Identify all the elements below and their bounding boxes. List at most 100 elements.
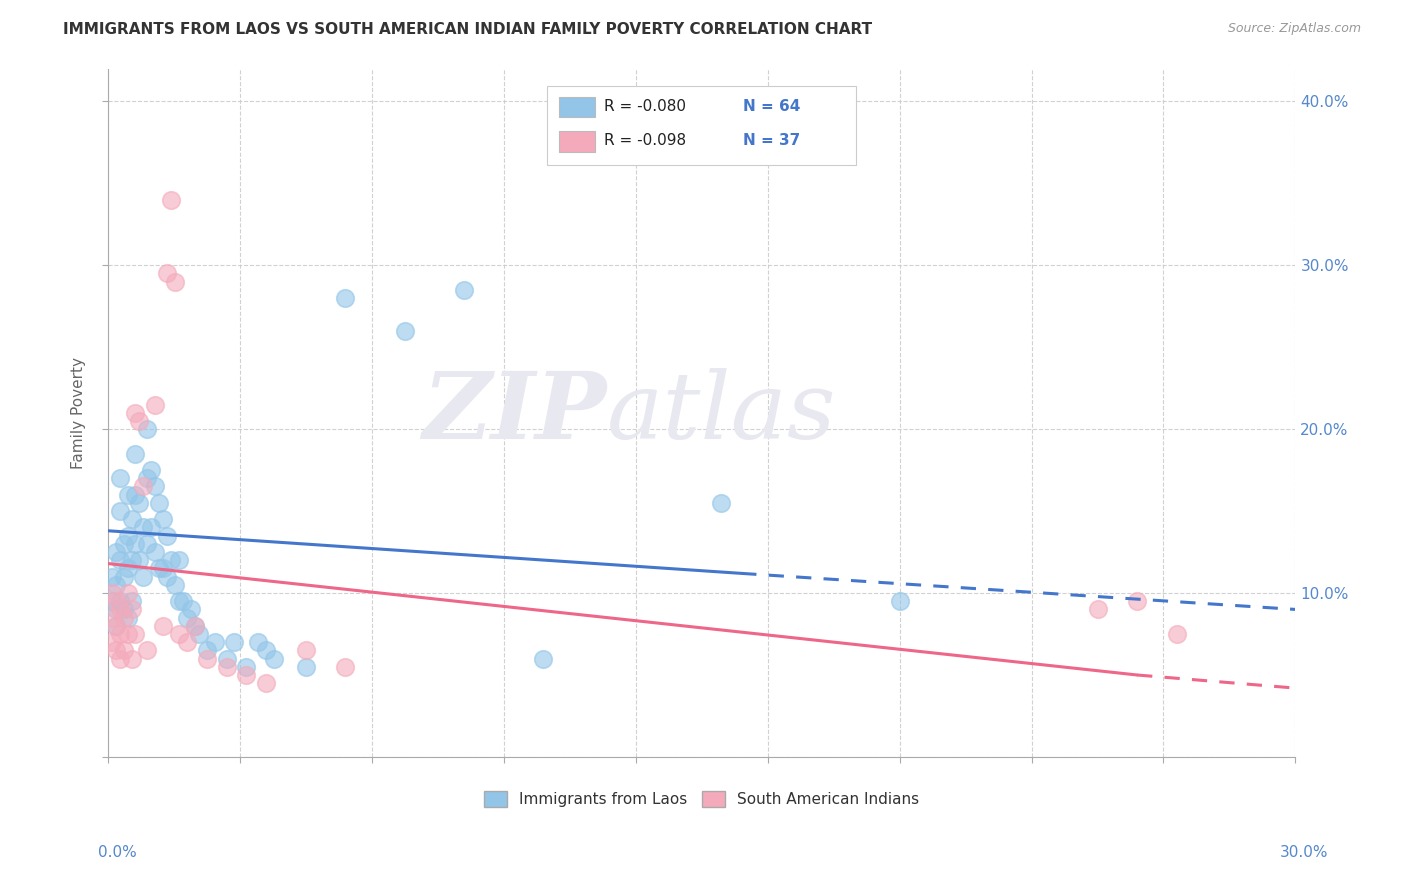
Point (235, 660, 257, 674)
Text: atlas: atlas (606, 368, 837, 458)
Legend: Immigrants from Laos, South American Indians: Immigrants from Laos, South American Ind… (477, 783, 927, 814)
Point (148, 496, 170, 510)
Point (124, 488, 146, 502)
Point (100, 594, 122, 608)
Point (108, 627, 131, 641)
Point (235, 668, 257, 682)
Point (100, 610, 122, 624)
Point (143, 398, 166, 412)
Point (195, 651, 218, 665)
Point (136, 537, 159, 551)
Text: ZIP: ZIP (422, 368, 606, 458)
Point (121, 651, 143, 665)
Point (335, 660, 357, 674)
Point (121, 512, 143, 526)
Point (335, 291, 357, 305)
Point (141, 520, 163, 534)
Point (143, 545, 166, 559)
Point (294, 643, 316, 657)
Point (172, 594, 194, 608)
Point (136, 643, 159, 657)
Point (128, 553, 150, 567)
Point (104, 619, 127, 633)
Point (160, 193, 183, 207)
Point (117, 610, 139, 624)
Text: N = 64: N = 64 (744, 99, 800, 114)
Point (100, 635, 122, 649)
Point (104, 594, 127, 608)
Point (152, 561, 174, 575)
Point (104, 578, 127, 592)
Point (117, 488, 139, 502)
Point (263, 651, 285, 665)
Text: 0.0%: 0.0% (98, 845, 138, 860)
Point (108, 602, 131, 616)
Point (152, 619, 174, 633)
Text: 30.0%: 30.0% (1281, 845, 1329, 860)
Point (165, 578, 187, 592)
Point (254, 676, 277, 690)
Point (128, 496, 150, 510)
Text: Source: ZipAtlas.com: Source: ZipAtlas.com (1227, 22, 1361, 36)
Point (117, 586, 139, 600)
Point (167, 627, 190, 641)
Point (124, 406, 146, 420)
Point (152, 512, 174, 526)
Text: R = -0.080: R = -0.080 (605, 99, 686, 114)
Point (112, 643, 135, 657)
Point (889, 594, 911, 608)
Point (108, 471, 131, 485)
Point (104, 602, 127, 616)
Text: IMMIGRANTS FROM LAOS VS SOUTH AMERICAN INDIAN FAMILY POVERTY CORRELATION CHART: IMMIGRANTS FROM LAOS VS SOUTH AMERICAN I… (63, 22, 872, 37)
Point (104, 619, 127, 633)
Point (117, 529, 139, 543)
Point (124, 447, 146, 461)
Point (167, 553, 190, 567)
Point (112, 602, 135, 616)
Point (132, 479, 155, 493)
FancyBboxPatch shape (560, 131, 595, 152)
Point (100, 586, 122, 600)
Point (160, 553, 183, 567)
Point (165, 275, 187, 289)
Point (254, 643, 277, 657)
Point (148, 561, 170, 575)
Point (104, 643, 127, 657)
Point (141, 463, 163, 477)
Point (112, 537, 135, 551)
Point (156, 267, 179, 281)
Point (710, 496, 733, 510)
Point (187, 627, 209, 641)
Point (180, 602, 202, 616)
Point (1166, 627, 1188, 641)
Point (117, 627, 139, 641)
Point (453, 283, 475, 297)
Point (247, 635, 270, 649)
Y-axis label: Family Poverty: Family Poverty (72, 357, 86, 468)
Point (195, 643, 218, 657)
Point (215, 660, 238, 674)
Point (176, 635, 198, 649)
Point (117, 561, 139, 575)
Point (156, 529, 179, 543)
Point (143, 479, 166, 493)
Point (108, 553, 131, 567)
Point (184, 619, 207, 633)
Point (132, 520, 155, 534)
Point (204, 635, 226, 649)
Point (124, 537, 146, 551)
Point (121, 602, 143, 616)
Point (108, 504, 131, 518)
Point (394, 324, 416, 338)
Point (104, 545, 127, 559)
Point (167, 594, 190, 608)
FancyBboxPatch shape (560, 96, 595, 118)
Point (136, 471, 159, 485)
Point (176, 610, 198, 624)
Point (1126, 594, 1149, 608)
Point (294, 660, 316, 674)
Point (100, 569, 122, 583)
Point (121, 553, 143, 567)
Point (112, 569, 135, 583)
Point (132, 569, 155, 583)
